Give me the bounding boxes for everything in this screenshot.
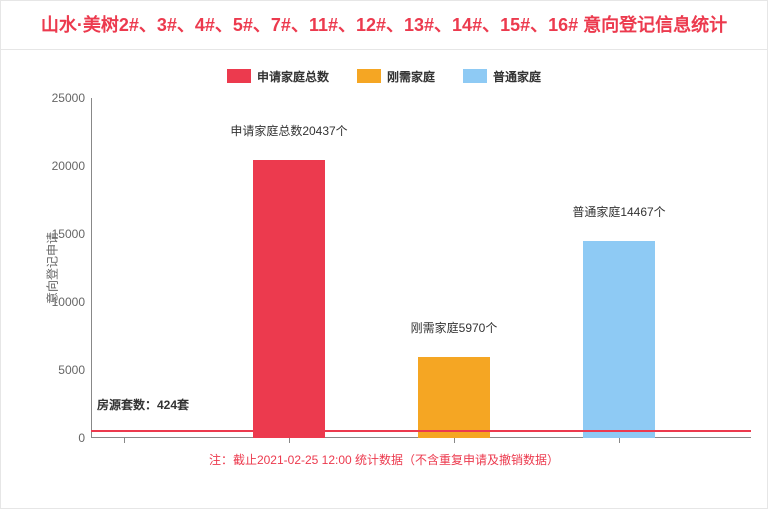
bar-label-total: 申请家庭总数20437个 xyxy=(230,122,347,139)
chart-area: 申请家庭总数 刚需家庭 普通家庭 意向登记申请 050001000015000200… xyxy=(1,50,767,482)
chart-title: 山水·美树2#、3#、4#、5#、7#、11#、12#、13#、14#、15#、… xyxy=(1,11,767,37)
bar-urgent xyxy=(418,357,491,438)
y-tick-label: 25000 xyxy=(41,91,85,105)
chart-container: 山水·美树2#、3#、4#、5#、7#、11#、12#、13#、14#、15#、… xyxy=(0,0,768,509)
reference-line xyxy=(91,430,751,432)
legend-item: 申请家庭总数 xyxy=(227,68,329,85)
legend-label: 申请家庭总数 xyxy=(257,70,329,84)
title-bar: 山水·美树2#、3#、4#、5#、7#、11#、12#、13#、14#、15#、… xyxy=(1,1,767,50)
plot-area: 意向登记申请 0500010000150002000025000申请家庭总数20… xyxy=(91,98,751,438)
legend-item: 刚需家庭 xyxy=(357,68,435,85)
reference-line-label: 房源套数：424套 xyxy=(97,396,189,413)
y-tick-label: 5000 xyxy=(41,363,85,377)
bar-label-normal: 普通家庭14467个 xyxy=(572,203,665,220)
y-tick-label: 20000 xyxy=(41,159,85,173)
y-tick-label: 10000 xyxy=(41,295,85,309)
bar-total xyxy=(253,160,326,438)
bar-normal xyxy=(583,241,656,438)
legend-swatch xyxy=(357,69,381,83)
legend-label: 普通家庭 xyxy=(493,70,541,84)
legend-label: 刚需家庭 xyxy=(387,70,435,84)
footnote: 注：截止2021-02-25 12:00 统计数据（不含重复申请及撤销数据） xyxy=(1,439,767,468)
legend-swatch xyxy=(227,69,251,83)
bar-label-urgent: 刚需家庭5970个 xyxy=(411,319,498,336)
legend: 申请家庭总数 刚需家庭 普通家庭 xyxy=(1,68,767,85)
y-tick-label: 15000 xyxy=(41,227,85,241)
legend-item: 普通家庭 xyxy=(463,68,541,85)
y-axis-label: 意向登记申请 xyxy=(44,232,61,304)
y-axis xyxy=(91,98,92,438)
legend-swatch xyxy=(463,69,487,83)
